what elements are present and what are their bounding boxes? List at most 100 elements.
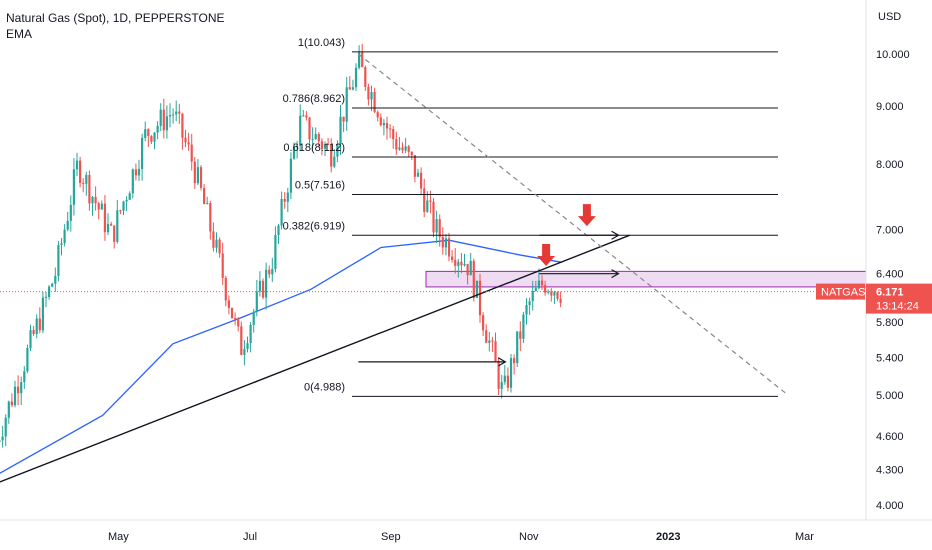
- candle-body: [485, 330, 488, 343]
- candle: [320, 138, 324, 156]
- candle-body: [54, 275, 57, 284]
- candle: [113, 225, 116, 249]
- candle-body: [255, 291, 258, 312]
- candle: [252, 308, 255, 333]
- candle-body: [447, 238, 451, 257]
- time-tick-label: May: [108, 531, 129, 543]
- candle: [482, 312, 485, 337]
- candle: [311, 127, 314, 150]
- ticker-tag-label: NATGAS: [821, 287, 865, 299]
- candle-body: [277, 225, 280, 235]
- candle: [528, 297, 531, 316]
- bar-countdown: 13:14:24: [876, 301, 919, 313]
- candle-body: [376, 112, 379, 118]
- candle: [100, 200, 103, 210]
- candle: [330, 138, 333, 173]
- candle: [354, 63, 358, 91]
- candle-body: [10, 401, 14, 406]
- candle: [364, 65, 367, 91]
- candle: [60, 237, 63, 256]
- candle: [261, 278, 265, 300]
- price-tick-label: 4.600: [876, 431, 904, 443]
- candle-body: [35, 318, 38, 334]
- candle: [485, 324, 488, 344]
- candle: [382, 119, 386, 136]
- candle-body: [339, 116, 342, 145]
- candle: [531, 280, 534, 311]
- candle-body: [305, 115, 308, 118]
- candle-body: [472, 260, 475, 298]
- candle: [379, 113, 382, 127]
- candle: [10, 393, 14, 408]
- candle: [20, 376, 23, 406]
- candle-body: [91, 197, 94, 204]
- candle: [234, 312, 237, 326]
- candle: [131, 168, 134, 199]
- last-price-marker: NATGAS 6.171 13:14:24: [816, 283, 932, 314]
- candle-body: [354, 67, 358, 88]
- price-tick-label: 5.400: [876, 352, 904, 364]
- candle: [156, 121, 159, 140]
- candle-body: [410, 151, 413, 156]
- support-trendline: [0, 234, 631, 483]
- candle-body: [23, 371, 26, 383]
- candle: [144, 121, 147, 142]
- candle: [69, 195, 72, 232]
- candle: [544, 280, 547, 296]
- candle-body: [438, 219, 441, 237]
- candle: [203, 184, 206, 205]
- arrow-head: [611, 230, 620, 240]
- candle: [491, 336, 494, 353]
- candle-body: [429, 200, 432, 202]
- candle: [172, 108, 175, 124]
- candle: [175, 100, 178, 122]
- candle-body: [547, 291, 550, 293]
- symbol-title: Natural Gas (Spot), 1D, PEPPERSTONE: [6, 11, 225, 25]
- candle-body: [426, 200, 429, 212]
- horizontal-arrow: [539, 269, 620, 279]
- candle-body: [147, 129, 150, 137]
- time-tick-label: Nov: [519, 531, 539, 543]
- candle-body: [265, 269, 268, 298]
- candle: [401, 142, 404, 154]
- candle-body: [323, 143, 327, 149]
- candle: [488, 331, 491, 352]
- candle: [472, 258, 475, 302]
- candle: [153, 132, 156, 150]
- candle-body: [367, 86, 370, 100]
- candle-body: [382, 123, 386, 126]
- candle: [370, 85, 373, 112]
- candle: [212, 222, 215, 252]
- candle: [119, 209, 122, 215]
- down-arrow-icon: [537, 244, 556, 266]
- candle: [193, 157, 196, 189]
- candle: [463, 253, 466, 267]
- candle-body: [72, 169, 76, 205]
- candle: [336, 140, 339, 162]
- candle: [500, 374, 503, 399]
- candle-body: [103, 203, 107, 233]
- candle-body: [274, 234, 277, 269]
- candle-body: [537, 280, 541, 289]
- candle-body: [302, 115, 305, 117]
- candle-body: [342, 116, 345, 122]
- price-tag: [866, 283, 932, 314]
- candle: [395, 131, 398, 155]
- candle-body: [85, 175, 88, 184]
- candle-body: [385, 123, 389, 129]
- candle-body: [227, 300, 231, 308]
- candle-body: [457, 261, 460, 266]
- price-axis[interactable]: [866, 0, 932, 550]
- candle-body: [389, 128, 392, 130]
- candle-body: [88, 175, 91, 204]
- horizontal-arrow: [358, 357, 507, 367]
- candle-body: [271, 268, 274, 275]
- candle-body: [525, 305, 528, 315]
- ema-line: [0, 239, 563, 474]
- candle-body: [478, 280, 482, 316]
- candle-body: [79, 160, 82, 183]
- candle: [389, 124, 392, 139]
- candle-body: [379, 117, 382, 126]
- candle-body: [141, 137, 144, 170]
